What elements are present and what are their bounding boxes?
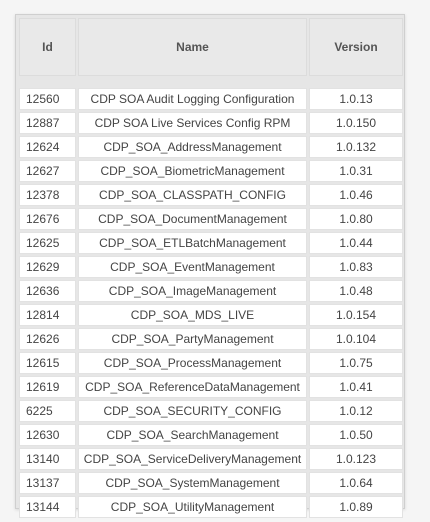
cell-name: CDP_SOA_ServiceDeliveryManagement — [78, 448, 307, 470]
cell-name: CDP_SOA_PartyManagement — [78, 328, 307, 350]
cell-id: 12636 — [19, 280, 76, 302]
cell-id: 12630 — [19, 424, 76, 446]
cell-id: 12814 — [19, 304, 76, 326]
cell-id: 12676 — [19, 208, 76, 230]
cell-id: 13140 — [19, 448, 76, 470]
cell-id: 12624 — [19, 136, 76, 158]
cell-name: CDP_SOA_UtilityManagement — [78, 496, 307, 518]
table-header-row: Id Name Version — [19, 18, 403, 76]
cell-version: 1.0.150 — [309, 112, 403, 134]
cell-name: CDP_SOA_SearchManagement — [78, 424, 307, 446]
cell-name: CDP_SOA_ProcessManagement — [78, 352, 307, 374]
cell-version: 1.0.64 — [309, 472, 403, 494]
column-header-name[interactable]: Name — [78, 18, 307, 76]
cell-id: 13137 — [19, 472, 76, 494]
cell-version: 1.0.83 — [309, 256, 403, 278]
table-row[interactable]: 12887 CDP SOA Live Services Config RPM 1.0… — [19, 112, 403, 134]
cell-version: 1.0.132 — [309, 136, 403, 158]
table-body: 12560 CDP SOA Audit Logging Configuration… — [19, 78, 403, 518]
cell-version: 1.0.80 — [309, 208, 403, 230]
table-row[interactable]: 12624 CDP_SOA_AddressManagement 1.0.132 — [19, 136, 403, 158]
table-row[interactable]: 12627 CDP_SOA_BiometricManagement 1.0.31 — [19, 160, 403, 182]
table-row[interactable]: 12626 CDP_SOA_PartyManagement 1.0.104 — [19, 328, 403, 350]
table-row[interactable]: 13140 CDP_SOA_ServiceDeliveryManagement 1.… — [19, 448, 403, 470]
cell-id: 12625 — [19, 232, 76, 254]
cell-name: CDP_SOA_ETLBatchManagement — [78, 232, 307, 254]
cell-name: CDP_SOA_AddressManagement — [78, 136, 307, 158]
cell-id: 12887 — [19, 112, 76, 134]
cell-id: 12626 — [19, 328, 76, 350]
table-row[interactable]: 12378 CDP_SOA_CLASSPATH_CONFIG 1.0.46 — [19, 184, 403, 206]
cell-version: 1.0.48 — [309, 280, 403, 302]
cell-id: 12560 — [19, 88, 76, 110]
cell-id: 12615 — [19, 352, 76, 374]
table-row[interactable]: 12629 CDP_SOA_EventManagement 1.0.83 — [19, 256, 403, 278]
cell-version: 1.0.46 — [309, 184, 403, 206]
cell-version: 1.0.50 — [309, 424, 403, 446]
cell-name: CDP_SOA_ImageManagement — [78, 280, 307, 302]
table-row[interactable]: 6225 CDP_SOA_SECURITY_CONFIG 1.0.12 — [19, 400, 403, 422]
cell-name: CDP SOA Audit Logging Configuration — [78, 88, 307, 110]
cell-id: 12378 — [19, 184, 76, 206]
cell-name: CDP_SOA_DocumentManagement — [78, 208, 307, 230]
table-row[interactable]: 13144 CDP_SOA_UtilityManagement 1.0.89 — [19, 496, 403, 518]
cell-name: CDP_SOA_EventManagement — [78, 256, 307, 278]
cell-name: CDP_SOA_CLASSPATH_CONFIG — [78, 184, 307, 206]
packages-table-panel: Id Name Version 12560 CDP SOA Audit Loggi… — [15, 14, 405, 518]
cell-version: 1.0.44 — [309, 232, 403, 254]
cell-version: 1.0.123 — [309, 448, 403, 470]
cell-name: CDP_SOA_SECURITY_CONFIG — [78, 400, 307, 422]
cell-id: 12627 — [19, 160, 76, 182]
cell-id: 6225 — [19, 400, 76, 422]
table-row[interactable]: 12625 CDP_SOA_ETLBatchManagement 1.0.44 — [19, 232, 403, 254]
column-header-id[interactable]: Id — [19, 18, 76, 76]
cell-version: 1.0.89 — [309, 496, 403, 518]
cell-name: CDP_SOA_ReferenceDataManagement — [78, 376, 307, 398]
table-row[interactable]: 12615 CDP_SOA_ProcessManagement 1.0.75 — [19, 352, 403, 374]
table-row[interactable]: 12630 CDP_SOA_SearchManagement 1.0.50 — [19, 424, 403, 446]
table-row[interactable]: 12560 CDP SOA Audit Logging Configuration… — [19, 88, 403, 110]
cell-id: 13144 — [19, 496, 76, 518]
cell-version: 1.0.104 — [309, 328, 403, 350]
table-row[interactable]: 12619 CDP_SOA_ReferenceDataManagement 1.0.… — [19, 376, 403, 398]
cell-version: 1.0.12 — [309, 400, 403, 422]
table-row[interactable]: 12676 CDP_SOA_DocumentManagement 1.0.80 — [19, 208, 403, 230]
cell-version: 1.0.154 — [309, 304, 403, 326]
cell-version: 1.0.75 — [309, 352, 403, 374]
table-row[interactable]: 13137 CDP_SOA_SystemManagement 1.0.64 — [19, 472, 403, 494]
table-row[interactable]: 12814 CDP_SOA_MDS_LIVE 1.0.154 — [19, 304, 403, 326]
cell-name: CDP_SOA_SystemManagement — [78, 472, 307, 494]
column-header-version[interactable]: Version — [309, 18, 403, 76]
cell-name: CDP_SOA_BiometricManagement — [78, 160, 307, 182]
cell-name: CDP_SOA_MDS_LIVE — [78, 304, 307, 326]
cell-version: 1.0.31 — [309, 160, 403, 182]
cell-version: 1.0.41 — [309, 376, 403, 398]
table-row[interactable]: 12636 CDP_SOA_ImageManagement 1.0.48 — [19, 280, 403, 302]
cell-name: CDP SOA Live Services Config RPM — [78, 112, 307, 134]
packages-table: Id Name Version 12560 CDP SOA Audit Loggi… — [17, 16, 405, 520]
header-spacer — [19, 78, 403, 86]
cell-version: 1.0.13 — [309, 88, 403, 110]
cell-id: 12629 — [19, 256, 76, 278]
cell-id: 12619 — [19, 376, 76, 398]
